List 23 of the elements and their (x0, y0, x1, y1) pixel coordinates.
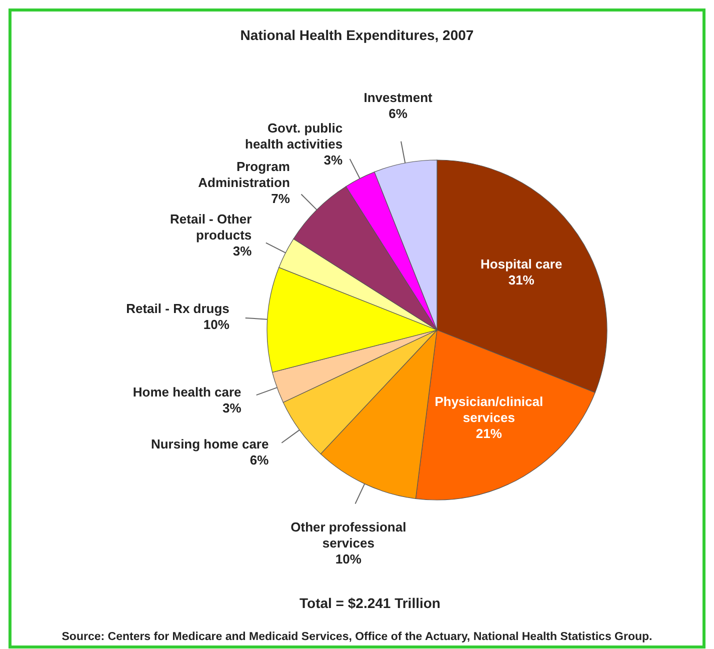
slice-label: Program Administration (198, 158, 290, 190)
slice-label: Other professional services (290, 520, 406, 551)
data-label: 6% (388, 106, 408, 122)
slice-label: Govt. public health activities (245, 120, 343, 152)
data-label: 10% (203, 316, 230, 332)
source-note: Source: Centers for Medicare and Medicaid Services, Office of the Actuary, National Health Statistics Group. (62, 631, 652, 643)
data-label: 7% (271, 190, 290, 206)
data-label: 10% (335, 552, 362, 567)
slice-label: Retail - Rx drugs (126, 300, 230, 316)
slice-label: Home health care (132, 384, 242, 400)
data-label: 21% (476, 426, 502, 441)
data-label: 31% (508, 272, 535, 288)
data-label: 6% (250, 452, 270, 468)
slice-label: Nursing home care (150, 436, 269, 452)
data-label: 3% (222, 400, 242, 416)
slice-label: Hospital care (480, 256, 562, 272)
chart-title: National Health Expenditures, 2007 (240, 27, 474, 43)
data-label: 3% (232, 244, 252, 259)
slice-label: Retail - Other products (170, 212, 252, 243)
slice-label: Investment (364, 90, 434, 106)
slice-label: Physician/clinical services (434, 394, 544, 425)
data-label: 3% (324, 152, 344, 168)
text: Total = $2.241 Trillion (300, 595, 440, 611)
